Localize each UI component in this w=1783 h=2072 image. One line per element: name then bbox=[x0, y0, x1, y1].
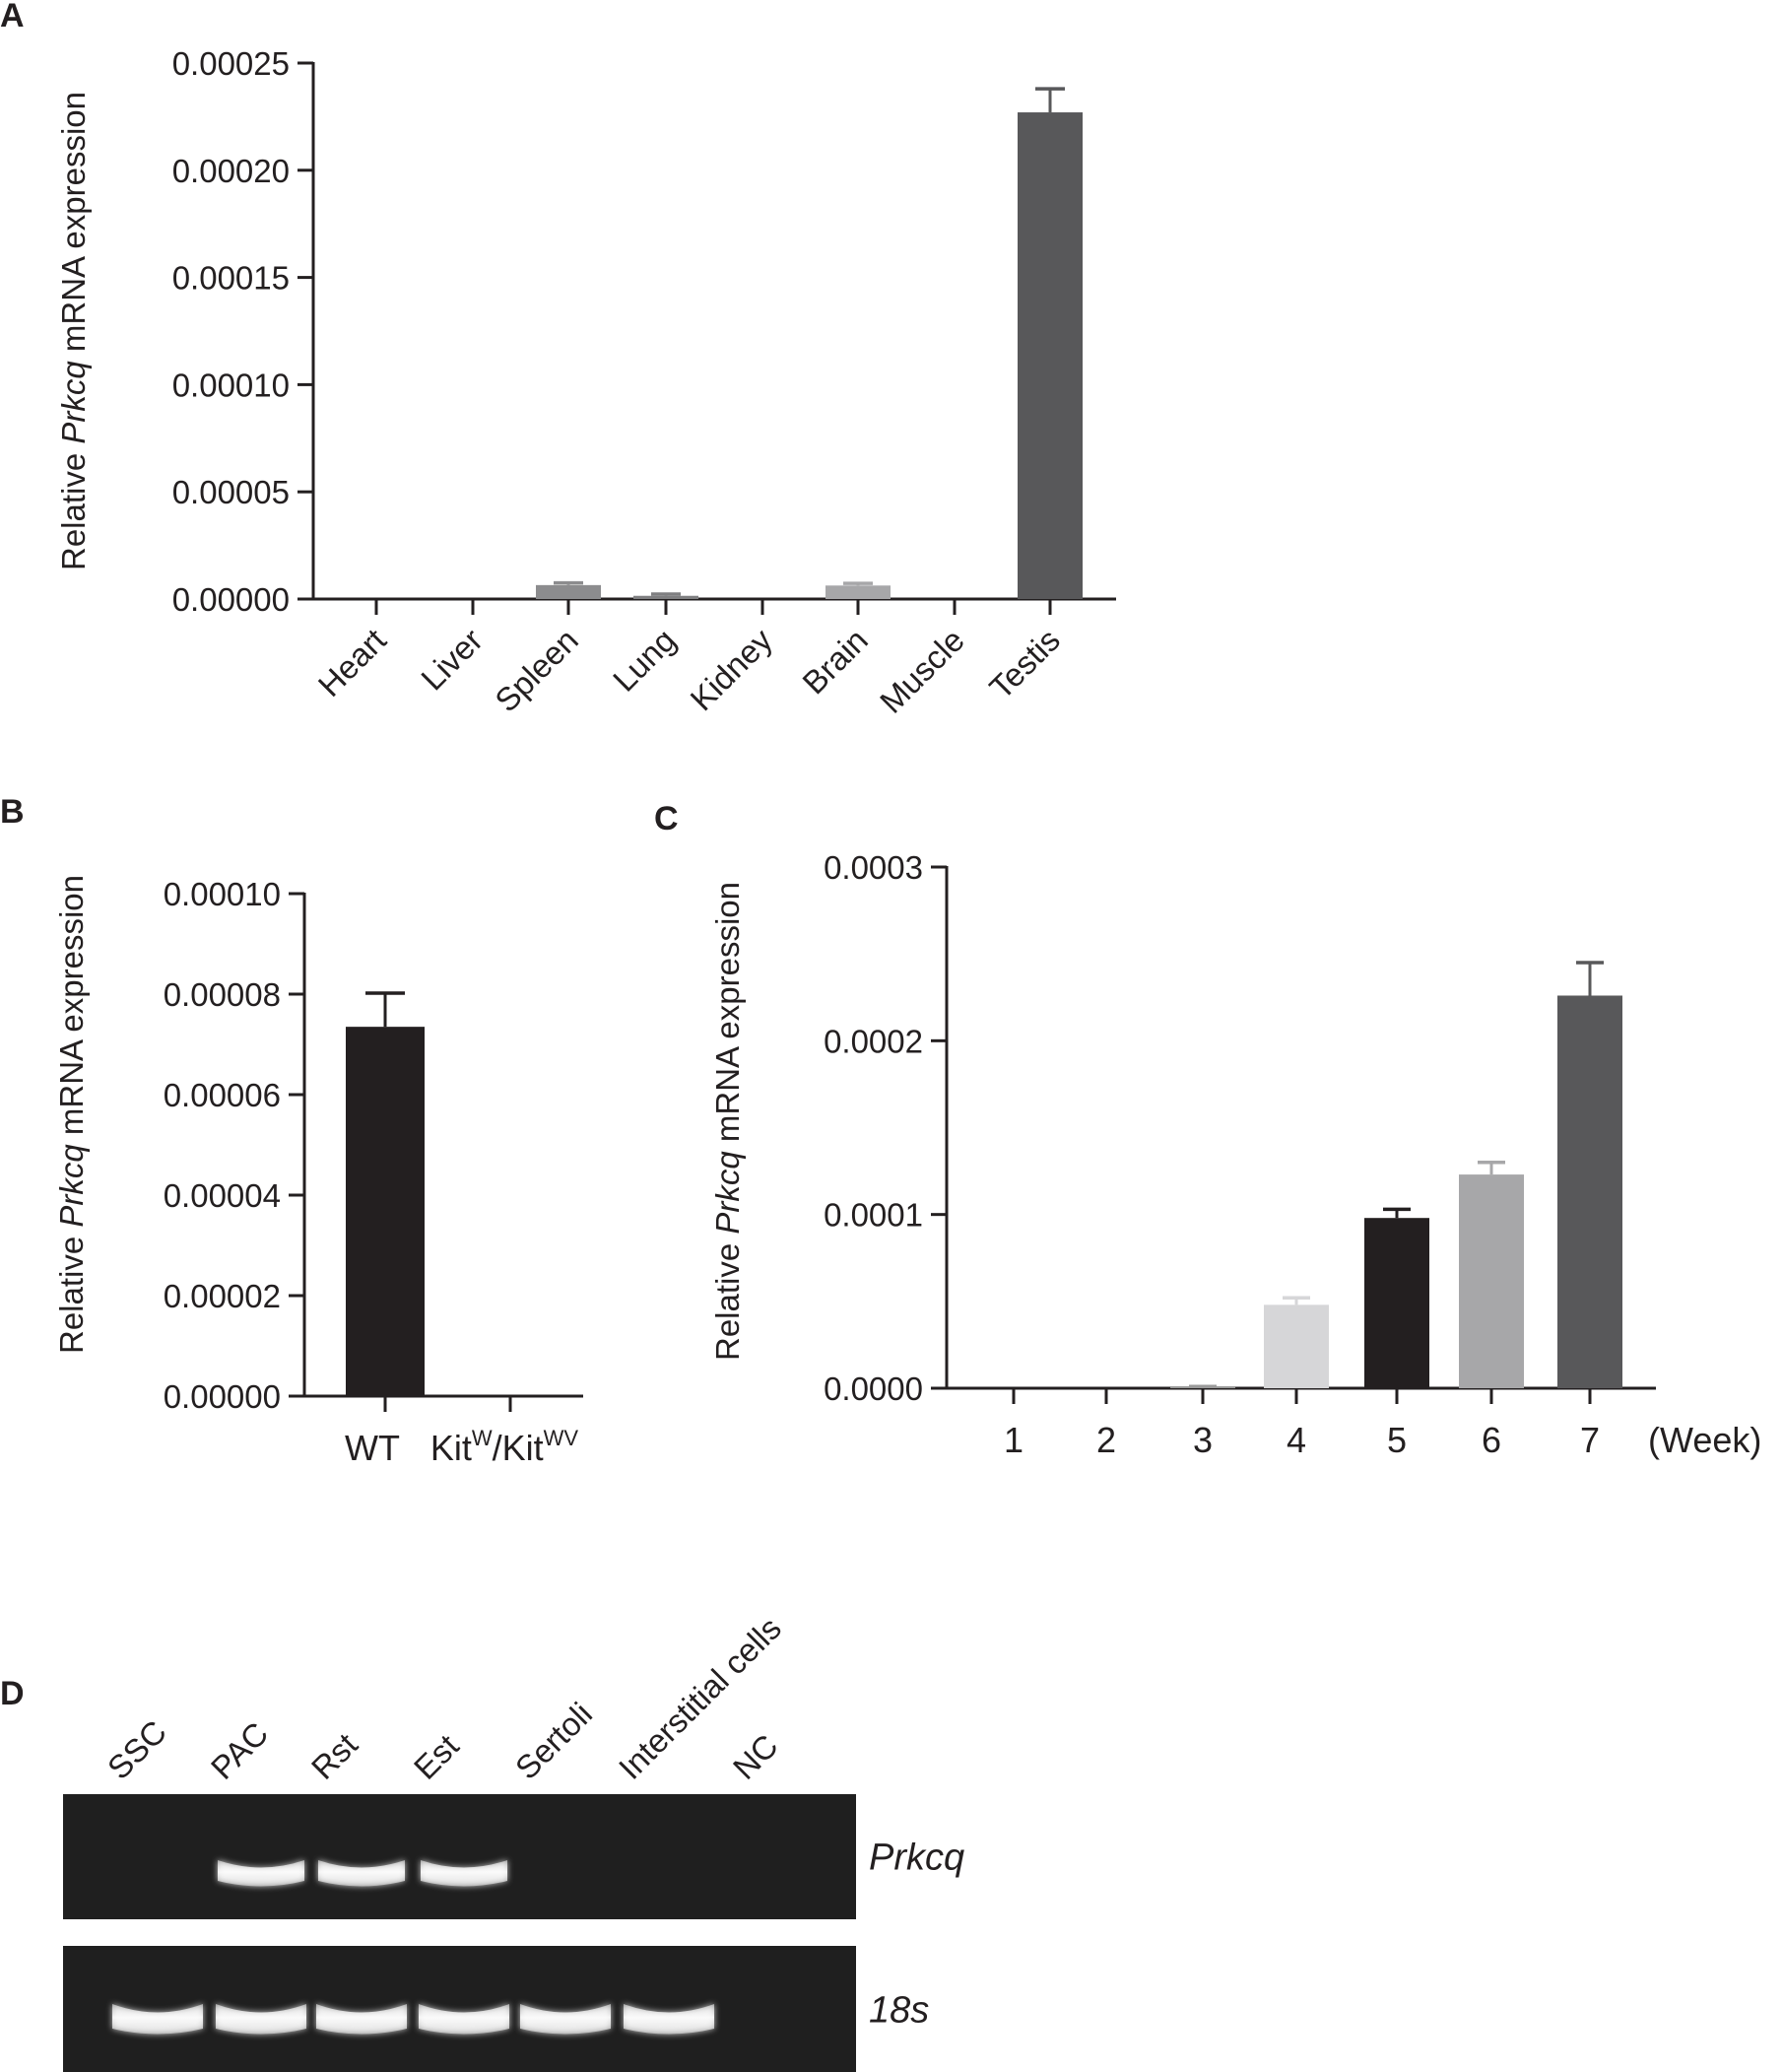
panel-letter-d: D bbox=[0, 1675, 25, 1712]
gel-row-gene-label: 18s bbox=[869, 1990, 929, 2032]
y-tick-label: 0.00025 bbox=[172, 45, 290, 82]
x-category-label: 7 bbox=[1580, 1420, 1600, 1460]
x-category-label: 3 bbox=[1193, 1420, 1213, 1460]
x-category-label: Heart bbox=[311, 622, 393, 703]
y-axis-label: Relative Prkcq mRNA expression bbox=[53, 875, 90, 1354]
y-axis-label-prefix: Relative bbox=[53, 1228, 90, 1354]
y-tick-label: 0.00000 bbox=[164, 1378, 281, 1415]
bar bbox=[346, 1027, 425, 1396]
panel-c-expression-by-week: C 0.0000 0.0001 0.0002 0.0003 Relative Prkcq… bbox=[654, 800, 1761, 1460]
panel-a-expression-by-tissue: A 0.00000 0.00005 0.00010 0.00015 0.00020 0.0… bbox=[0, 0, 1116, 720]
gel-band bbox=[520, 2004, 611, 2035]
gel-band bbox=[316, 2004, 407, 2035]
x-category-label: Muscle bbox=[873, 622, 971, 720]
y-tick-label: 0.0000 bbox=[824, 1370, 923, 1407]
panel-letter-b: B bbox=[0, 793, 25, 831]
y-axis-label-suffix: mRNA expression bbox=[709, 882, 746, 1151]
x-category-label: 2 bbox=[1096, 1420, 1116, 1460]
x-category-label: Liver bbox=[414, 622, 490, 698]
lane-label: Est bbox=[407, 1727, 466, 1786]
genotype-separator: /Kit bbox=[493, 1428, 544, 1468]
bar bbox=[1364, 1218, 1429, 1388]
x-category-label: Lung bbox=[606, 622, 683, 699]
lane-label: SSC bbox=[100, 1713, 173, 1786]
y-axis-label-suffix: mRNA expression bbox=[53, 875, 90, 1144]
x-category-label-wt: WT bbox=[345, 1428, 400, 1468]
x-category-label: 6 bbox=[1482, 1420, 1501, 1460]
x-category-label: 5 bbox=[1387, 1420, 1407, 1460]
panel-d-rt-pcr-gel: D SSC PAC Rst Est Sertoli Interstitial cellsN… bbox=[0, 1610, 964, 2072]
bar bbox=[1557, 995, 1622, 1388]
x-category-label: 1 bbox=[1004, 1420, 1024, 1460]
y-axis-label-suffix: mRNA expression bbox=[55, 92, 92, 361]
bar bbox=[536, 584, 601, 599]
x-category-label-mutant: KitW/KitWV bbox=[430, 1426, 579, 1468]
x-category-label: Kidney bbox=[683, 621, 779, 717]
lane-label: PAC bbox=[204, 1715, 275, 1786]
genotype-base: Kit bbox=[430, 1428, 472, 1468]
panel-letter-a: A bbox=[0, 0, 25, 34]
genotype-superscript: WV bbox=[544, 1426, 579, 1450]
x-category-label: Testis bbox=[982, 622, 1067, 706]
y-tick-label: 0.00006 bbox=[164, 1077, 281, 1113]
gel-band bbox=[112, 2004, 203, 2035]
y-tick-label: 0.00000 bbox=[172, 581, 290, 618]
gel-band bbox=[421, 1860, 507, 1887]
bar bbox=[825, 585, 891, 599]
y-axis-label-gene: Prkcq bbox=[53, 1144, 90, 1228]
gel-band bbox=[216, 2004, 306, 2035]
lane-label: Rst bbox=[304, 1726, 364, 1786]
y-tick-label: 0.00015 bbox=[172, 260, 290, 297]
gel-lane-background bbox=[63, 1946, 856, 2072]
bar bbox=[1018, 112, 1083, 599]
gel-band bbox=[318, 1860, 405, 1887]
y-tick-label: 0.0001 bbox=[824, 1197, 923, 1234]
x-category-label: 4 bbox=[1287, 1420, 1306, 1460]
gel-band bbox=[218, 1860, 304, 1887]
lane-label: Sertoli bbox=[508, 1696, 599, 1786]
gel-row-gene-label: Prkcq bbox=[869, 1838, 964, 1879]
y-axis-label-prefix: Relative bbox=[55, 444, 92, 570]
x-category-label: Brain bbox=[795, 622, 875, 702]
y-tick-label: 0.0003 bbox=[824, 849, 923, 886]
gel-band bbox=[624, 2004, 714, 2035]
panel-b-wt-vs-mutant: B 0.00000 0.00002 0.00004 0.00006 0.00008 0.0… bbox=[0, 793, 583, 1468]
bar bbox=[633, 595, 698, 599]
panel-letter-c: C bbox=[654, 800, 679, 837]
y-tick-label: 0.0002 bbox=[824, 1023, 923, 1059]
y-axis-label-gene: Prkcq bbox=[55, 361, 92, 444]
x-category-label: Spleen bbox=[488, 622, 585, 719]
y-tick-label: 0.00008 bbox=[164, 976, 281, 1013]
y-axis-label: Relative Prkcq mRNA expression bbox=[709, 882, 746, 1361]
y-tick-label: 0.00010 bbox=[172, 367, 290, 403]
y-axis-label: Relative Prkcq mRNA expression bbox=[55, 92, 92, 570]
y-axis-label-prefix: Relative bbox=[709, 1235, 746, 1361]
y-tick-label: 0.00004 bbox=[164, 1177, 281, 1214]
lane-label: NC bbox=[726, 1727, 785, 1786]
y-tick-label: 0.00005 bbox=[172, 474, 290, 510]
genotype-superscript: W bbox=[472, 1426, 493, 1450]
y-tick-label: 0.00010 bbox=[164, 876, 281, 912]
bar bbox=[1459, 1174, 1524, 1388]
y-tick-label: 0.00020 bbox=[172, 153, 290, 189]
bar bbox=[1264, 1304, 1329, 1388]
y-axis-label-gene: Prkcq bbox=[709, 1151, 746, 1235]
y-tick-label: 0.00002 bbox=[164, 1278, 281, 1314]
gel-band bbox=[419, 2004, 509, 2035]
gel-lane-background bbox=[63, 1794, 856, 1919]
x-axis-unit-label: (Week) bbox=[1648, 1420, 1761, 1460]
